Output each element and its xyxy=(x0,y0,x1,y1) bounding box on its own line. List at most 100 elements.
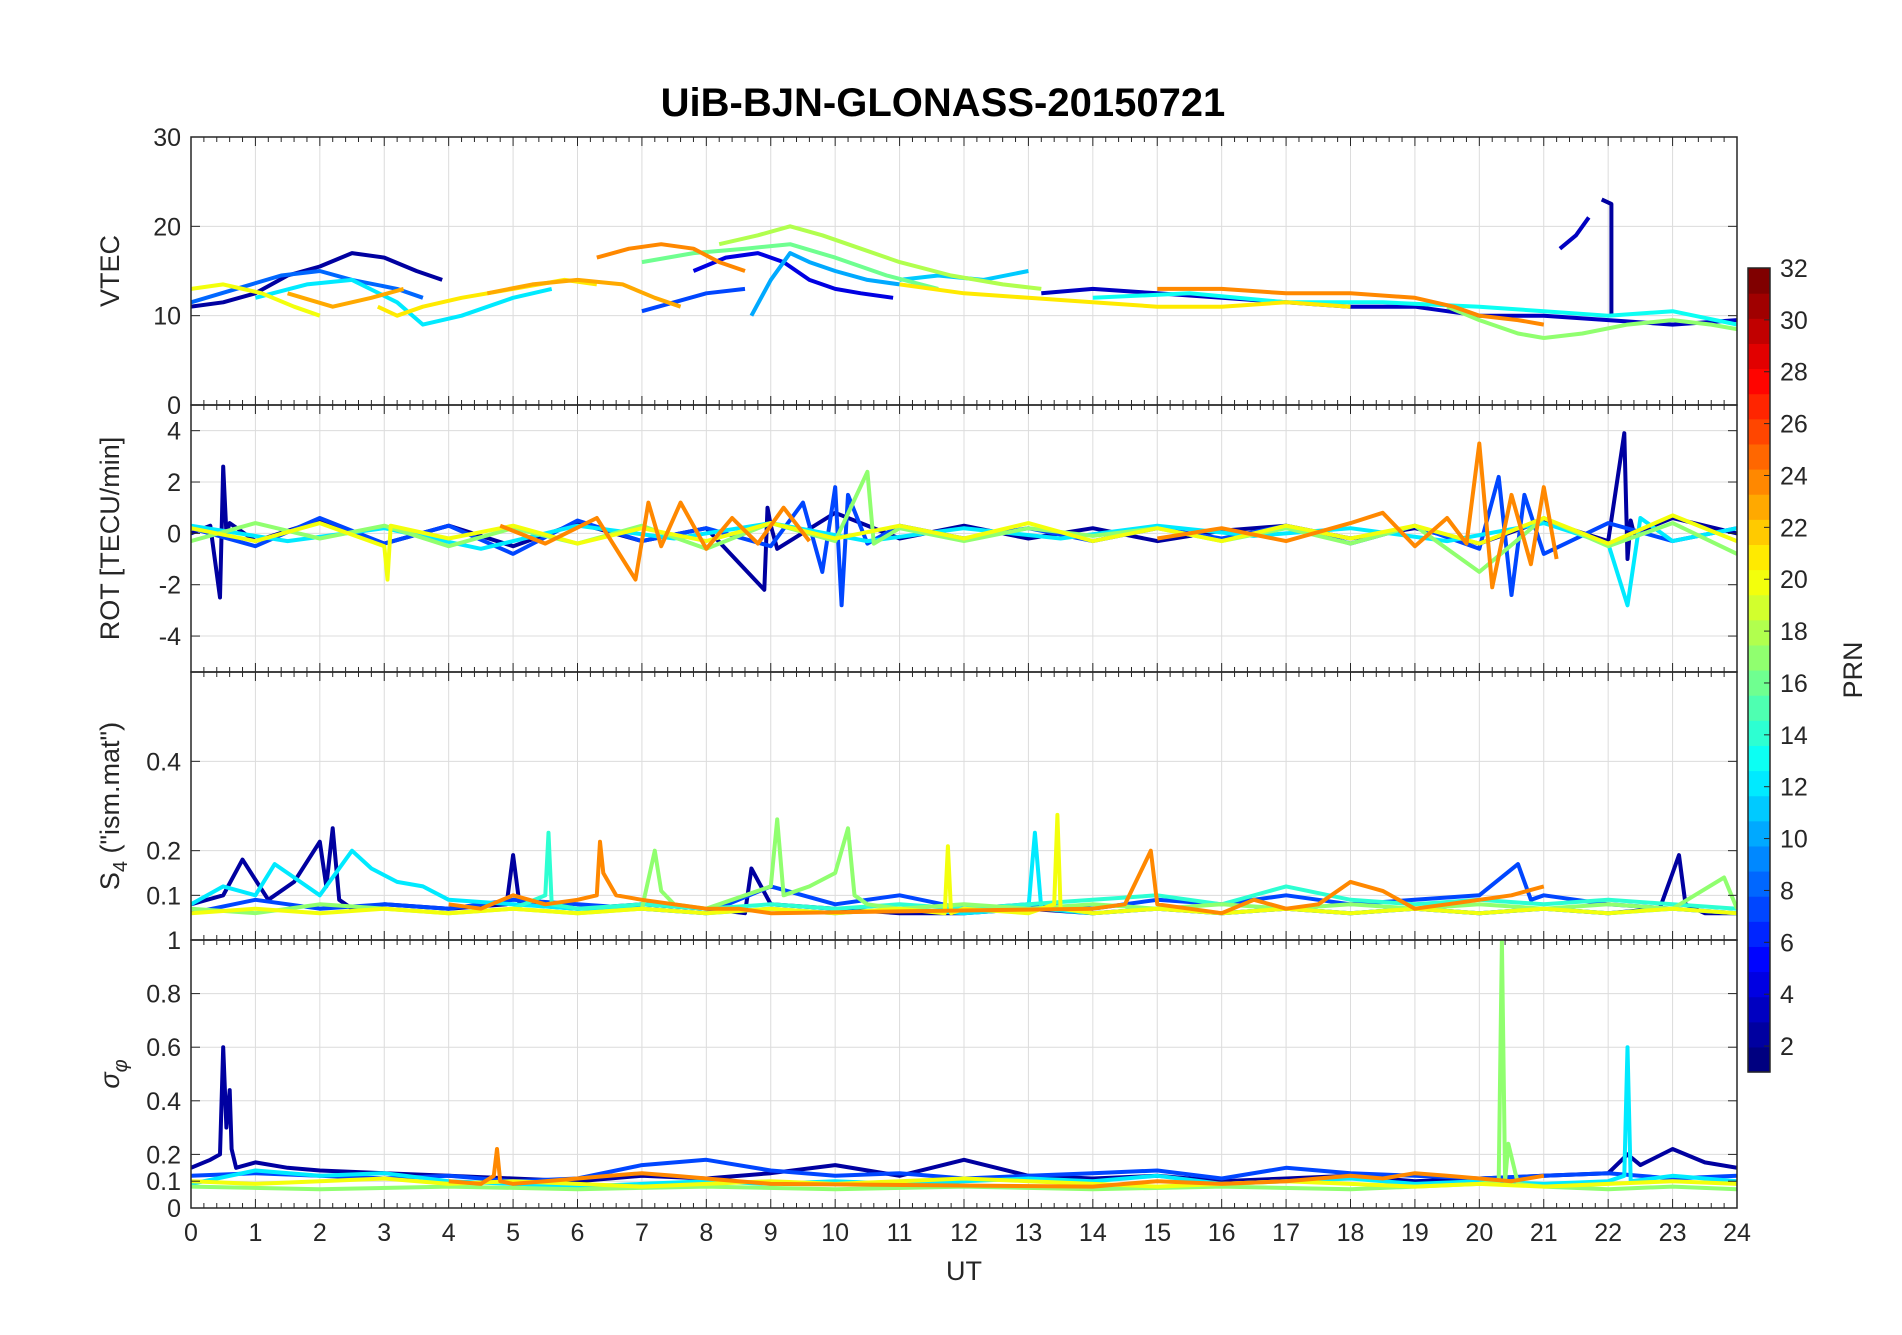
colorbar-segment xyxy=(1748,896,1770,922)
series-line-prn-24 xyxy=(596,242,746,273)
x-tick-label: 17 xyxy=(1272,1219,1300,1247)
y-axis-label: VTEC xyxy=(95,235,125,307)
colorbar-segment xyxy=(1748,293,1770,319)
series-group xyxy=(191,431,1737,608)
y-tick-label: 1 xyxy=(167,927,181,955)
colorbar-segment xyxy=(1748,443,1770,470)
panel-2: -4 -2 0 2 4 ROT [TECU/min] xyxy=(95,404,1738,673)
x-tick-label: 12 xyxy=(950,1219,978,1247)
x-tick-label: 2 xyxy=(313,1219,327,1247)
x-tick-label: 5 xyxy=(506,1219,520,1247)
colorbar-tick-label: 24 xyxy=(1780,462,1808,490)
y-tick-label: 4 xyxy=(167,418,181,446)
x-tick-label: 4 xyxy=(442,1219,456,1247)
colorbar-segment xyxy=(1748,544,1770,571)
x-axis: 0 1 2 3 4 5 6 7 8 9 10 11 12 13 14 15 16 17 18 19 20 21 22 23 24… xyxy=(184,1219,1751,1286)
x-tick-label: 18 xyxy=(1337,1219,1365,1247)
colorbar-segment xyxy=(1748,745,1770,772)
series-line-prn-24 xyxy=(499,500,811,582)
colorbar-segment xyxy=(1748,720,1770,746)
x-tick-label: 0 xyxy=(184,1219,198,1247)
colorbar-tick-label: 32 xyxy=(1780,255,1808,283)
colorbar-segment xyxy=(1748,619,1770,646)
series-line-prn-20 xyxy=(191,513,1737,582)
colorbar-segment xyxy=(1748,921,1770,947)
series-line-prn-20 xyxy=(191,282,321,318)
colorbar-segment xyxy=(1748,268,1770,294)
figure-title: UiB-BJN-GLONASS-20150721 xyxy=(661,81,1226,125)
x-tick-label: 13 xyxy=(1015,1219,1043,1247)
series-line-prn-14 xyxy=(512,830,1737,911)
colorbar-segment xyxy=(1748,845,1770,872)
x-tick-label: 21 xyxy=(1530,1219,1558,1247)
x-tick-label: 24 xyxy=(1723,1219,1751,1247)
series-line-prn-18 xyxy=(718,224,1042,291)
colorbar-tick-label: 26 xyxy=(1780,411,1808,439)
y-tick-label: 0 xyxy=(167,392,181,420)
x-tick-label: 1 xyxy=(248,1219,262,1247)
series-line-prn-12 xyxy=(254,277,553,327)
y-tick-label: 30 xyxy=(153,124,181,152)
series-line-prn-24 xyxy=(1157,286,1545,327)
colorbar-segment xyxy=(1748,318,1770,344)
colorbar-segment xyxy=(1748,770,1770,797)
colorbar-tick-label: 8 xyxy=(1780,877,1794,905)
colorbar-segment xyxy=(1748,644,1770,671)
colorbar-segment xyxy=(1748,795,1770,822)
colorbar-tick-label: 10 xyxy=(1780,826,1808,854)
series-line-prn-24 xyxy=(448,839,1545,916)
colorbar-tick-label: 18 xyxy=(1780,618,1808,646)
y-tick-label: -2 xyxy=(159,572,181,600)
series-line-prn-10 xyxy=(749,251,900,317)
y-tick-label: -4 xyxy=(159,623,181,651)
series-line-prn-7 xyxy=(641,286,746,314)
panel-3: 0.1 0.2 0.4 S4 ("ism.mat") xyxy=(95,671,1738,941)
panel-4: 00.10.2 0.4 0.6 0.8 1 σφ xyxy=(95,927,1738,1223)
y-axis-label: ROT [TECU/min] xyxy=(95,437,125,641)
y-axis-label: σφ xyxy=(95,1059,132,1088)
colorbar-segment xyxy=(1748,946,1770,973)
x-tick-label: 8 xyxy=(699,1219,713,1247)
colorbar-segment xyxy=(1748,695,1770,721)
colorbar-segment xyxy=(1748,343,1770,370)
x-tick-label: 23 xyxy=(1659,1219,1687,1247)
colorbar-segment xyxy=(1748,393,1770,420)
x-tick-label: 19 xyxy=(1401,1219,1429,1247)
colorbar-tick-label: 30 xyxy=(1780,307,1808,335)
colorbar-frame xyxy=(1747,267,1771,1073)
colorbar-segment xyxy=(1748,871,1770,897)
x-tick-label: 14 xyxy=(1079,1219,1107,1247)
colorbar-tick-label: 4 xyxy=(1780,981,1794,1009)
x-tick-label: 22 xyxy=(1594,1219,1622,1247)
x-tick-label: 15 xyxy=(1143,1219,1171,1247)
colorbar-tick-label: 22 xyxy=(1780,514,1808,542)
colorbar-tick-label: 20 xyxy=(1780,566,1808,594)
colorbar-segment xyxy=(1748,469,1770,495)
series-line-prn-24 xyxy=(1156,441,1559,590)
colorbar-segment xyxy=(1748,594,1770,621)
colorbar-tick-label: 6 xyxy=(1780,929,1794,957)
y-tick-label: 0 xyxy=(167,520,181,548)
y-tick-label: 0.6 xyxy=(146,1034,181,1062)
series-line-prn-3 xyxy=(1558,216,1591,251)
y-tick-label: 0.2 xyxy=(146,838,181,866)
colorbar-tick-label: 14 xyxy=(1780,722,1808,750)
series-line-prn-20 xyxy=(191,1176,1737,1189)
colorbar-segment xyxy=(1748,1046,1770,1073)
y-tick-label: 0.1 xyxy=(146,882,181,910)
x-tick-label: 10 xyxy=(821,1219,849,1247)
colorbar-segment xyxy=(1748,519,1770,545)
x-tick-label: 7 xyxy=(635,1219,649,1247)
y-tick-label: 0.8 xyxy=(146,981,181,1009)
colorbar-tick-label: 2 xyxy=(1780,1033,1794,1061)
colorbar-segment xyxy=(1748,996,1770,1023)
colorbar-segment xyxy=(1748,820,1770,847)
colorbar-segment xyxy=(1748,971,1770,998)
x-tick-label: 9 xyxy=(764,1219,778,1247)
colorbar-tick-label: 28 xyxy=(1780,359,1808,387)
colorbar-segment xyxy=(1748,670,1770,696)
series-line-prn-3 xyxy=(1041,286,1737,327)
series-group xyxy=(191,812,1737,916)
